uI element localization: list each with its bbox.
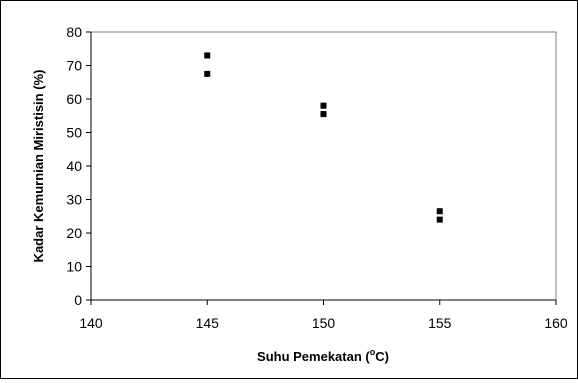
- x-tick-label: 150: [312, 315, 336, 331]
- data-point: [204, 52, 211, 59]
- plot-area: [90, 31, 557, 301]
- data-point: [436, 216, 443, 223]
- x-tick-label: 145: [196, 315, 220, 331]
- y-tick-label: 70: [66, 58, 82, 74]
- y-tick-label: 60: [66, 91, 82, 107]
- y-tick-label: 30: [66, 192, 82, 208]
- x-axis-title: Suhu Pemekatan (oC): [257, 347, 389, 364]
- y-tick-label: 10: [66, 259, 82, 275]
- y-tick-label: 0: [74, 292, 82, 308]
- x-tick-label: 155: [428, 315, 452, 331]
- data-point: [436, 208, 443, 215]
- data-point: [320, 111, 327, 118]
- y-tick-label: 20: [66, 225, 82, 241]
- y-axis: 0 10 20 30 40 50 60 70 80: [66, 24, 92, 308]
- y-axis-title: Kadar Kemurnian Miristisin (%): [31, 70, 46, 263]
- y-tick-label: 80: [66, 24, 82, 40]
- y-tick-label: 40: [66, 158, 82, 174]
- data-points: [204, 52, 443, 223]
- data-point: [320, 102, 327, 109]
- x-tick-label: 160: [544, 315, 568, 331]
- x-axis-title-main: Suhu Pemekatan (: [257, 349, 370, 364]
- data-point: [204, 70, 211, 77]
- x-axis-title-unit: C): [375, 349, 389, 364]
- x-axis-title-superscript: o: [370, 347, 376, 357]
- x-tick-label: 140: [79, 315, 103, 331]
- x-axis: 140 145 150 155 160: [79, 299, 568, 331]
- y-tick-label: 50: [66, 125, 82, 141]
